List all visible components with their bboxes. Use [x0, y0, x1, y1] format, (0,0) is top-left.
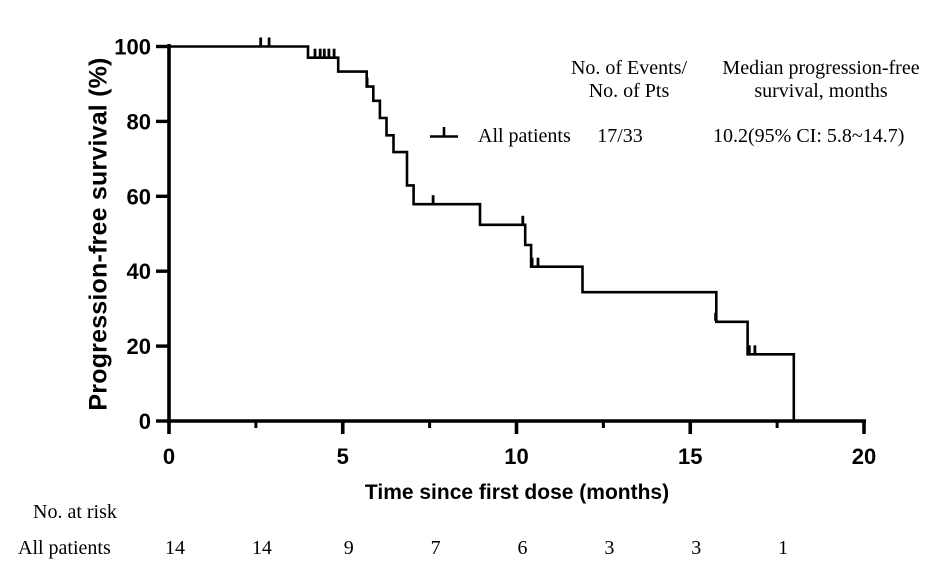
x-tick-labels: 0 5 10 15 20	[163, 444, 876, 469]
svg-text:10: 10	[504, 444, 528, 469]
y-axis-title: Progression-free survival (%)	[84, 57, 113, 411]
censor-marks	[259, 37, 757, 354]
svg-text:100: 100	[114, 35, 151, 60]
legend-header-median-line1: Median progression-free	[722, 57, 920, 79]
risk-value: 1	[778, 537, 789, 559]
svg-text:40: 40	[127, 259, 151, 284]
risk-value: 9	[343, 537, 354, 559]
svg-text:15: 15	[678, 444, 702, 469]
legend-line-symbol	[430, 127, 458, 138]
risk-table-title: No. at risk	[33, 501, 117, 523]
svg-text:20: 20	[127, 334, 151, 359]
risk-value: 14	[165, 537, 185, 559]
legend-header-events-line1: No. of Events/	[570, 57, 688, 79]
risk-row-label: All patients	[18, 537, 111, 559]
svg-text:20: 20	[852, 444, 876, 469]
svg-text:80: 80	[127, 109, 151, 134]
axes	[156, 44, 866, 434]
km-curve	[169, 45, 796, 421]
svg-text:60: 60	[127, 184, 151, 209]
svg-text:0: 0	[139, 409, 151, 434]
risk-value: 3	[691, 537, 702, 559]
legend-header-events: No. of Events/ No. of Pts	[571, 57, 687, 103]
risk-value: 7	[430, 537, 441, 559]
x-axis-title: Time since first dose (months)	[364, 481, 670, 504]
risk-value: 14	[251, 537, 272, 559]
legend-events-value: 17/33	[597, 125, 643, 147]
legend-header-events-line2: No. of Pts	[588, 80, 670, 102]
risk-value: 3	[604, 537, 615, 559]
svg-text:0: 0	[163, 444, 175, 469]
svg-text:5: 5	[337, 444, 349, 469]
legend-header-median-line2: survival, months	[754, 80, 888, 102]
legend-header-median: Median progression-free survival, months	[722, 57, 919, 103]
y-tick-labels: 0 20 40 60 80 100	[114, 35, 151, 435]
legend-series-label: All patients	[478, 125, 571, 147]
legend-median-value: 10.2(95% CI: 5.8~14.7)	[713, 125, 905, 147]
risk-value: 6	[517, 537, 528, 559]
